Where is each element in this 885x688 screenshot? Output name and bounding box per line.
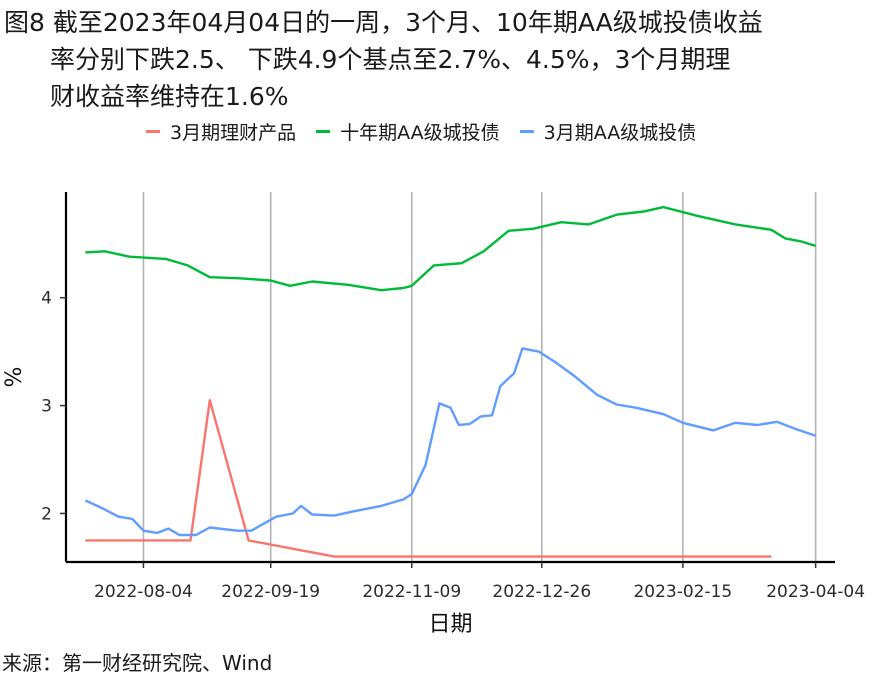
x-tick-label-1: 2022-09-19 — [221, 582, 320, 602]
y-axis-ticks: 2 3 4 — [41, 289, 66, 524]
x-tick-label-5: 2023-04-04 — [766, 582, 865, 602]
legend-item-3m-aa: 3月期AA级城投债 — [519, 118, 697, 145]
legend-item-10y-aa: 十年期AA级城投债 — [316, 118, 500, 145]
x-tick-label-4: 2023-02-15 — [633, 582, 732, 602]
x-tick-label-2: 2022-11-09 — [362, 582, 461, 602]
legend-key-10y-aa — [316, 129, 331, 133]
y-tick-label-2: 4 — [41, 289, 52, 309]
series-line-2 — [84, 347, 816, 537]
axes — [64, 192, 835, 564]
chart-title-line-3: 财收益率维持在1.6% — [50, 82, 289, 111]
series-line-0 — [85, 399, 772, 558]
y-tick-label-0: 2 — [41, 504, 52, 524]
x-tick-label-0: 2022-08-04 — [94, 582, 193, 602]
chart-title-line-2: 率分别下跌2.5、 下跌4.9个基点至2.7%、4.5%，3个月期理 — [50, 45, 731, 74]
legend-label-3m-aa: 3月期AA级城投债 — [543, 121, 697, 144]
x-axis-ticks: 2022-08-04 2022-09-19 2022-11-09 2022-12-26… — [94, 562, 865, 602]
y-axis-title: % — [2, 367, 27, 388]
x-axis-title: 日期 — [428, 612, 472, 637]
legend-key-wealth — [146, 129, 160, 133]
chart-title-line-1: 图8 截至2023年04月04日的一周，3个月、10年期AA级城投债收益 — [4, 8, 763, 37]
chart-title: 图8 截至2023年04月04日的一周，3个月、10年期AA级城投债收益 率分别… — [4, 4, 874, 115]
series-line-1 — [85, 205, 816, 292]
y-tick-label-1: 3 — [41, 397, 52, 417]
legend-key-3m-aa — [519, 129, 534, 133]
series-lines — [84, 205, 816, 558]
x-tick-label-3: 2022-12-26 — [492, 582, 591, 602]
legend-item-wealth: 3月期理财产品 — [146, 118, 296, 145]
legend-label-wealth: 3月期理财产品 — [170, 121, 297, 144]
legend-label-10y-aa: 十年期AA级城投债 — [340, 121, 500, 144]
source-note: 来源：第一财经研究院、Wind — [2, 651, 273, 675]
grid-lines — [142, 192, 817, 562]
chart-legend: 3月期理财产品 十年期AA级城投债 3月期AA级城投债 — [146, 118, 716, 144]
